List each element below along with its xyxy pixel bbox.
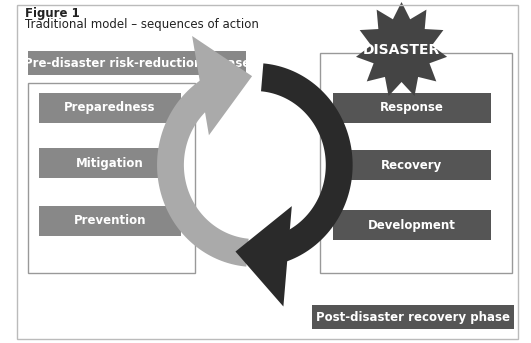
Text: Preparedness: Preparedness xyxy=(64,102,156,115)
FancyBboxPatch shape xyxy=(28,51,246,75)
Text: Pre-disaster risk-reduction  phase: Pre-disaster risk-reduction phase xyxy=(24,57,250,70)
FancyBboxPatch shape xyxy=(39,148,181,178)
FancyBboxPatch shape xyxy=(332,150,491,180)
FancyBboxPatch shape xyxy=(332,93,491,123)
FancyBboxPatch shape xyxy=(312,305,513,329)
FancyBboxPatch shape xyxy=(39,93,181,123)
Polygon shape xyxy=(261,63,353,263)
Text: Prevention: Prevention xyxy=(74,214,147,227)
Text: Figure 1: Figure 1 xyxy=(25,7,80,20)
FancyBboxPatch shape xyxy=(332,210,491,240)
Text: Post-disaster recovery phase: Post-disaster recovery phase xyxy=(316,310,510,323)
Text: Traditional model – sequences of action: Traditional model – sequences of action xyxy=(25,18,259,31)
Polygon shape xyxy=(157,77,249,267)
Text: Recovery: Recovery xyxy=(381,158,442,172)
Polygon shape xyxy=(356,2,447,96)
Polygon shape xyxy=(192,36,252,135)
Text: DISASTER: DISASTER xyxy=(363,43,440,57)
Text: Development: Development xyxy=(367,218,456,232)
FancyBboxPatch shape xyxy=(39,206,181,236)
Text: Response: Response xyxy=(380,102,443,115)
Polygon shape xyxy=(235,206,292,307)
Text: Mitigation: Mitigation xyxy=(76,156,144,169)
